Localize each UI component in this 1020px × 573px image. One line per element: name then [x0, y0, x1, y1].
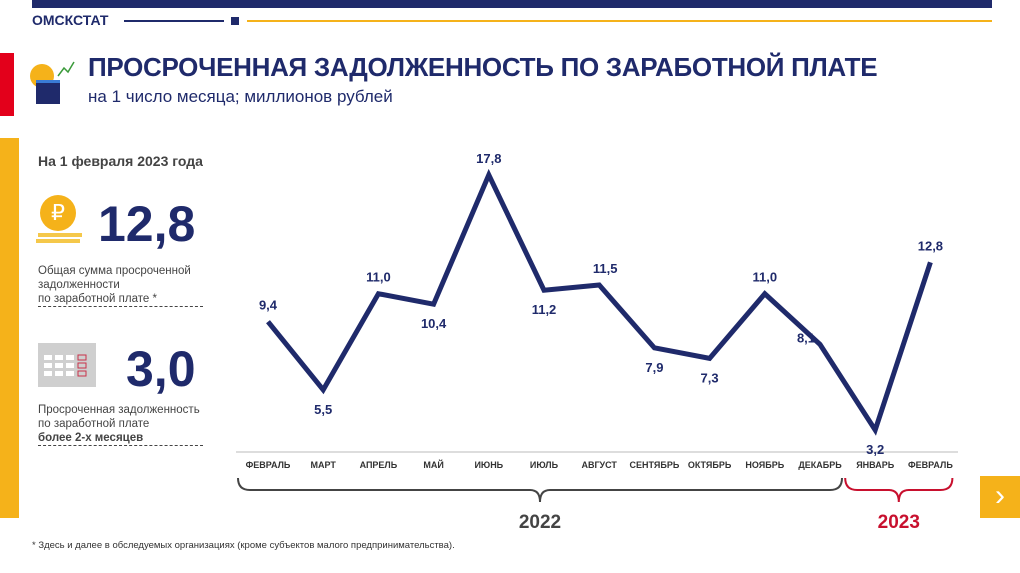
- data-label: 11,2: [532, 302, 557, 317]
- desc-line: задолженности: [38, 279, 120, 291]
- x-tick-label: АПРЕЛЬ: [360, 460, 398, 470]
- desc-line: по заработной плате *: [38, 293, 157, 305]
- footnote: * Здесь и далее в обследуемых организаци…: [32, 540, 455, 551]
- x-tick-label: МАРТ: [311, 460, 337, 470]
- data-label: 3,2: [866, 442, 884, 457]
- divider-square: [231, 17, 239, 25]
- overdue-description: Просроченная задолженность по заработной…: [38, 403, 203, 446]
- group-brace: [237, 477, 843, 503]
- calendar-icon: [38, 343, 96, 387]
- group-label: 2022: [519, 512, 561, 533]
- data-label: 17,8: [476, 151, 501, 166]
- overdue-value: 3,0: [126, 341, 196, 397]
- x-tick-label: ФЕВРАЛЬ: [246, 460, 291, 470]
- x-tick-label: ИЮНЬ: [474, 460, 503, 470]
- group-brace: [844, 477, 954, 503]
- data-label: 8,1: [797, 330, 815, 345]
- accent-bar: [0, 138, 19, 518]
- data-label: 9,4: [259, 298, 278, 313]
- x-tick-label: СЕНТЯБРЬ: [630, 460, 680, 470]
- total-description: Общая сумма просроченной задолженности п…: [38, 264, 203, 307]
- data-label: 12,8: [918, 238, 943, 253]
- divider: [38, 306, 203, 307]
- x-tick-label: ОКТЯБРЬ: [688, 460, 732, 470]
- x-tick-label: НОЯБРЬ: [745, 460, 784, 470]
- divider: [124, 20, 224, 22]
- as-of-date: На 1 февраля 2023 года: [38, 153, 203, 169]
- next-slide-button[interactable]: ›: [980, 476, 1020, 518]
- divider: [247, 20, 992, 22]
- data-label: 10,4: [421, 316, 447, 331]
- desc-line: по заработной плате: [38, 418, 150, 430]
- chevron-right-icon: ›: [995, 479, 1005, 512]
- ruble-coin-icon: ₽: [36, 195, 84, 247]
- data-label: 7,9: [645, 360, 663, 375]
- desc-line: Общая сумма просроченной: [38, 265, 191, 277]
- brand-logo: ОМСКСТАТ: [32, 12, 109, 28]
- x-tick-label: АВГУСТ: [581, 460, 617, 470]
- data-label: 11,0: [753, 270, 778, 285]
- x-tick-label: МАЙ: [423, 459, 443, 470]
- group-label: 2023: [878, 512, 920, 533]
- data-label: 7,3: [701, 370, 719, 385]
- page-title: ПРОСРОЧЕННАЯ ЗАДОЛЖЕННОСТЬ ПО ЗАРАБОТНОЙ…: [88, 52, 878, 82]
- page-subtitle: на 1 число месяца; миллионов рублей: [88, 87, 393, 106]
- x-tick-label: ФЕВРАЛЬ: [908, 460, 953, 470]
- desc-line: более 2-х месяцев: [38, 432, 144, 444]
- data-line: [266, 168, 933, 436]
- data-label: 5,5: [314, 402, 332, 417]
- x-tick-label: ИЮЛЬ: [530, 460, 559, 470]
- divider: [38, 445, 203, 446]
- total-value: 12,8: [98, 196, 196, 252]
- x-tick-label: ДЕКАБРЬ: [798, 460, 842, 470]
- data-label: 11,0: [366, 270, 391, 285]
- title-icon: [28, 58, 80, 110]
- desc-line: Просроченная задолженность: [38, 404, 200, 416]
- accent-bar: [0, 53, 14, 116]
- x-tick-label: ЯНВАРЬ: [856, 460, 895, 470]
- data-label: 11,5: [593, 261, 618, 276]
- top-bar: [32, 0, 992, 8]
